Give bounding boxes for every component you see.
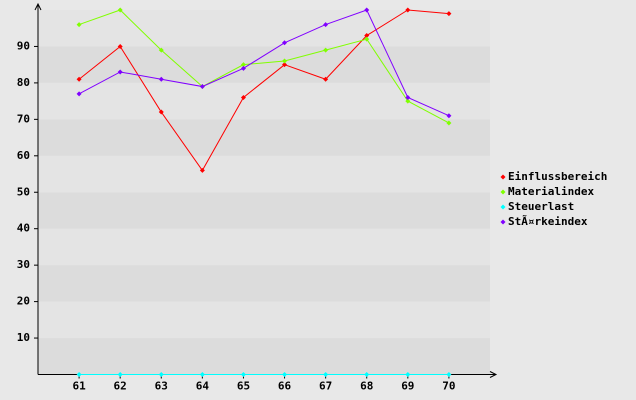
point bbox=[323, 22, 329, 28]
point bbox=[405, 7, 411, 13]
grid-band bbox=[38, 228, 490, 266]
point bbox=[446, 120, 452, 126]
grid-band bbox=[38, 82, 490, 120]
x-tick-label: 69 bbox=[401, 380, 414, 393]
point bbox=[199, 372, 205, 377]
grid-band bbox=[38, 265, 490, 302]
grid-band bbox=[38, 46, 490, 83]
y-tick-label: 80 bbox=[17, 76, 30, 89]
x-tick-label: 62 bbox=[114, 380, 127, 393]
x-tick-label: 64 bbox=[196, 380, 210, 393]
point bbox=[76, 372, 82, 377]
x-tick-label: 68 bbox=[360, 380, 373, 393]
grid-band bbox=[38, 301, 490, 339]
series-line bbox=[78, 9, 450, 124]
series-line bbox=[78, 9, 449, 172]
grid-band bbox=[38, 119, 490, 156]
y-axis-arrow bbox=[34, 2, 42, 11]
point bbox=[158, 109, 164, 115]
point bbox=[76, 76, 82, 82]
point bbox=[117, 69, 123, 75]
point bbox=[117, 372, 123, 377]
point bbox=[117, 43, 123, 49]
y-tick-label: 90 bbox=[17, 39, 30, 52]
point bbox=[199, 84, 205, 90]
point bbox=[405, 94, 411, 100]
point bbox=[117, 7, 123, 13]
point bbox=[364, 36, 370, 42]
y-tick-label: 30 bbox=[17, 258, 30, 271]
legend-label: Steuerlast bbox=[508, 200, 574, 213]
point bbox=[240, 94, 246, 100]
legend-marker bbox=[500, 174, 506, 180]
point bbox=[282, 58, 288, 64]
point bbox=[240, 62, 246, 68]
point bbox=[323, 47, 329, 53]
point bbox=[240, 65, 246, 71]
point bbox=[76, 22, 82, 28]
y-tick-label: 50 bbox=[17, 185, 30, 198]
y-tick-label: 10 bbox=[17, 331, 30, 344]
grid-band bbox=[38, 155, 490, 193]
point bbox=[240, 372, 246, 377]
point bbox=[158, 372, 164, 377]
point bbox=[158, 76, 164, 82]
point bbox=[158, 47, 164, 53]
point bbox=[323, 76, 329, 82]
point bbox=[405, 372, 411, 377]
legend-marker bbox=[500, 189, 506, 195]
x-tick-label: 67 bbox=[319, 380, 332, 393]
point bbox=[446, 113, 452, 119]
point bbox=[282, 62, 288, 68]
legend-label: StÃ¤rkeindex bbox=[508, 215, 588, 228]
x-tick-label: 65 bbox=[237, 380, 250, 393]
x-tick-label: 61 bbox=[72, 380, 86, 393]
point bbox=[76, 91, 82, 97]
legend-marker bbox=[500, 219, 506, 225]
legend-label: Materialindex bbox=[508, 185, 594, 198]
point bbox=[446, 372, 452, 377]
point bbox=[446, 11, 452, 17]
y-tick-label: 40 bbox=[17, 222, 30, 235]
grid-band bbox=[38, 338, 490, 375]
point bbox=[364, 372, 370, 377]
series-line bbox=[78, 9, 450, 117]
point bbox=[199, 167, 205, 173]
grid-band bbox=[38, 10, 490, 47]
point bbox=[323, 372, 329, 377]
point bbox=[364, 33, 370, 39]
point bbox=[364, 7, 370, 13]
x-tick-label: 70 bbox=[442, 380, 455, 393]
x-tick-label: 66 bbox=[278, 380, 292, 393]
y-tick-label: 20 bbox=[17, 295, 30, 308]
x-tick-label: 63 bbox=[155, 380, 168, 393]
point bbox=[405, 98, 411, 104]
point bbox=[282, 372, 288, 377]
y-tick-label: 70 bbox=[17, 112, 30, 125]
legend-marker bbox=[500, 204, 506, 210]
legend-label: Einflussbereich bbox=[508, 170, 607, 183]
y-tick-label: 60 bbox=[17, 149, 30, 162]
x-axis-arrow bbox=[489, 371, 498, 378]
grid-band bbox=[38, 192, 490, 229]
point bbox=[282, 40, 288, 46]
